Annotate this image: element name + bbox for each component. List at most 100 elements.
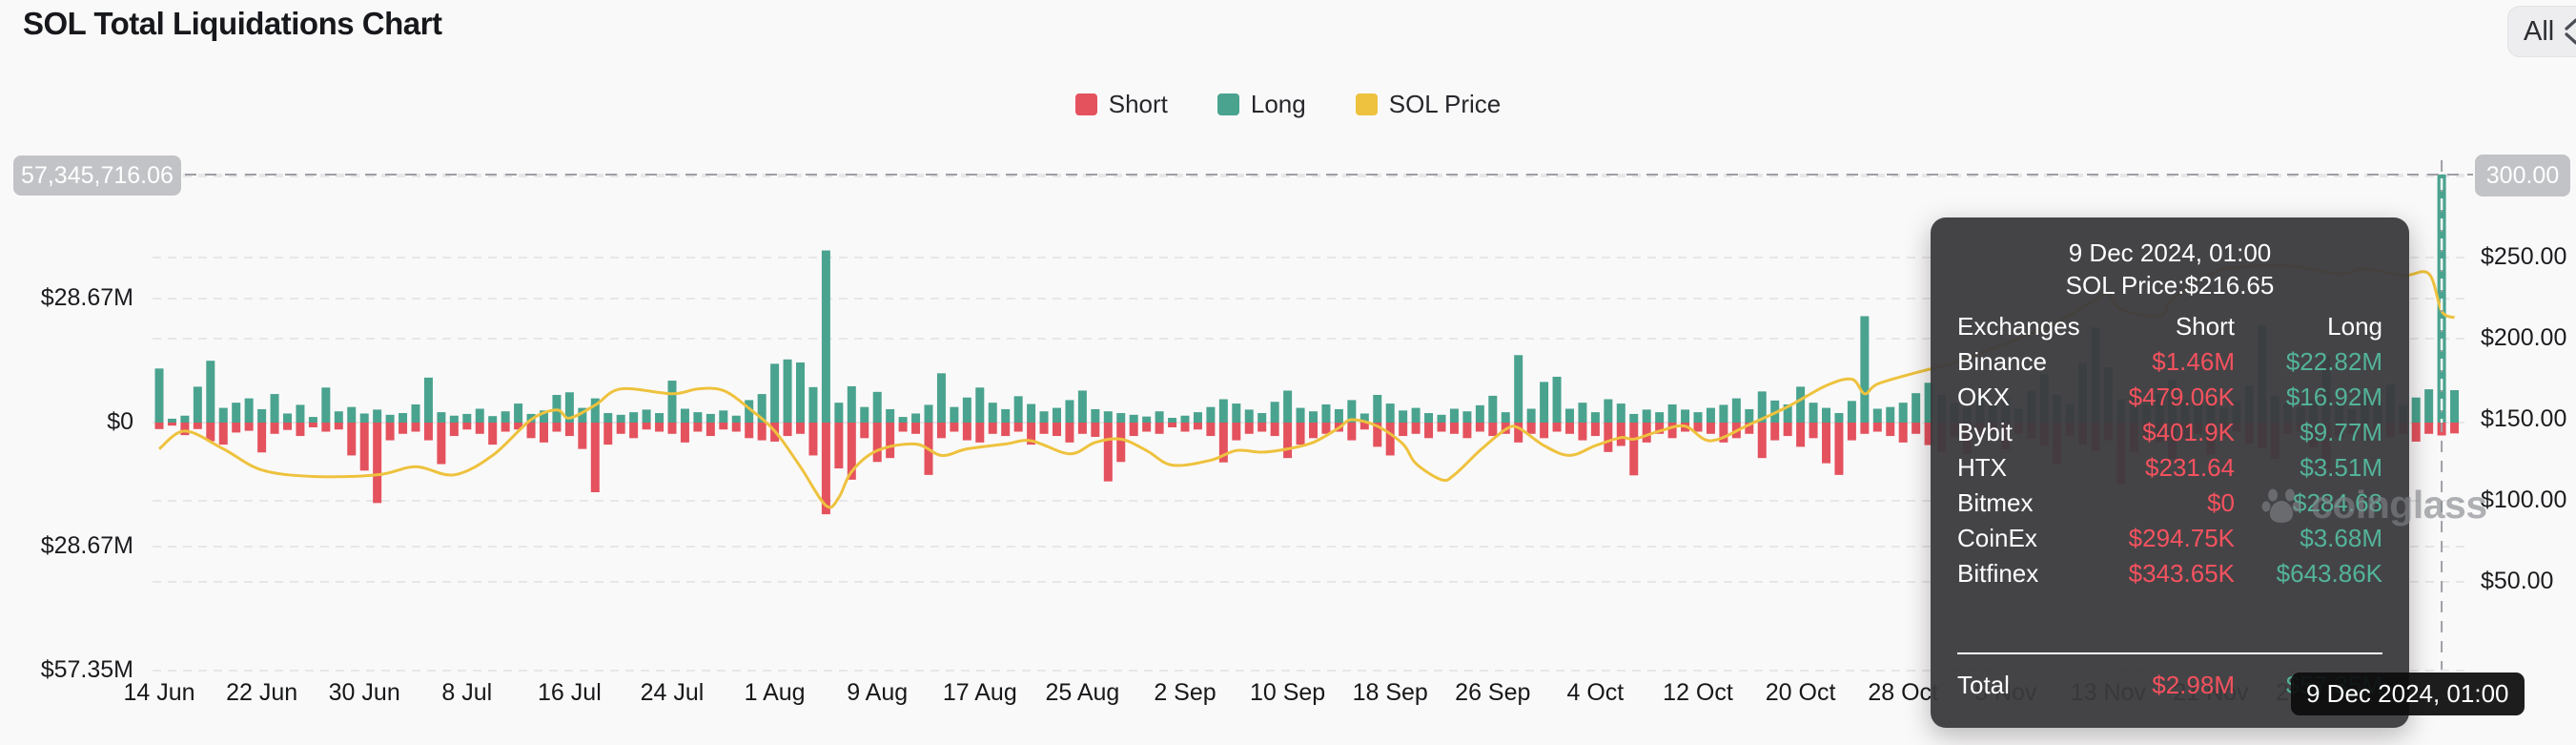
bar-short[interactable]: [1783, 423, 1792, 437]
legend-item-long[interactable]: Long: [1216, 90, 1306, 119]
bar-long[interactable]: [1578, 403, 1587, 423]
bar-short[interactable]: [321, 423, 331, 432]
bar-short[interactable]: [680, 423, 689, 443]
bar-short[interactable]: [347, 423, 357, 456]
bar-short[interactable]: [603, 423, 613, 445]
bar-long[interactable]: [860, 406, 869, 423]
bar-short[interactable]: [475, 423, 484, 434]
bar-short[interactable]: [1373, 423, 1382, 447]
bar-short[interactable]: [667, 423, 677, 434]
bar-long[interactable]: [1924, 383, 1933, 423]
bar-long[interactable]: [218, 407, 228, 423]
bar-long[interactable]: [2424, 389, 2434, 423]
bar-short[interactable]: [526, 423, 536, 439]
bar-long[interactable]: [745, 400, 754, 423]
bar-long[interactable]: [1244, 409, 1254, 423]
bar-short[interactable]: [1411, 423, 1421, 434]
bar-long[interactable]: [347, 406, 357, 423]
bar-short[interactable]: [745, 423, 754, 439]
bar-long[interactable]: [1193, 412, 1202, 423]
bar-long[interactable]: [975, 387, 985, 423]
bar-short[interactable]: [962, 423, 971, 441]
bar-long[interactable]: [1232, 404, 1241, 423]
bar-short[interactable]: [154, 423, 164, 429]
bar-long[interactable]: [1642, 409, 1651, 423]
bar-short[interactable]: [411, 423, 420, 432]
bar-short[interactable]: [1770, 423, 1780, 441]
bar-short[interactable]: [1604, 423, 1613, 452]
bar-long[interactable]: [667, 381, 677, 423]
bar-short[interactable]: [975, 423, 985, 443]
bar-short[interactable]: [1757, 423, 1767, 459]
bar-short[interactable]: [693, 423, 703, 432]
bar-short[interactable]: [193, 423, 202, 429]
bar-long[interactable]: [449, 415, 459, 423]
bar-long[interactable]: [334, 411, 343, 423]
bar-long[interactable]: [270, 394, 279, 423]
bar-long[interactable]: [296, 404, 305, 423]
bar-long[interactable]: [693, 412, 703, 423]
bar-short[interactable]: [1013, 423, 1023, 432]
bar-short[interactable]: [1809, 423, 1818, 439]
bar-long[interactable]: [1616, 404, 1625, 423]
bar-long[interactable]: [590, 398, 600, 423]
bar-long[interactable]: [1218, 399, 1228, 423]
bar-short[interactable]: [1283, 423, 1293, 459]
bar-short[interactable]: [1642, 423, 1651, 443]
bar-long[interactable]: [1065, 400, 1074, 423]
bar-long[interactable]: [886, 408, 895, 423]
bar-long[interactable]: [1565, 408, 1574, 423]
bar-long[interactable]: [1001, 408, 1011, 423]
bar-long[interactable]: [1168, 418, 1177, 423]
bar-long[interactable]: [1667, 404, 1677, 423]
bar-short[interactable]: [1693, 423, 1703, 432]
bar-long[interactable]: [1757, 391, 1767, 423]
bar-long[interactable]: [705, 413, 715, 423]
bar-long[interactable]: [244, 398, 254, 423]
bar-short[interactable]: [821, 423, 830, 515]
bar-short[interactable]: [1296, 423, 1305, 445]
bar-short[interactable]: [1552, 423, 1562, 432]
bar-short[interactable]: [283, 423, 292, 430]
bar-long[interactable]: [731, 415, 741, 423]
bar-short[interactable]: [514, 423, 523, 430]
legend-item-short[interactable]: Short: [1074, 90, 1168, 119]
bar-short[interactable]: [988, 423, 997, 434]
bar-short[interactable]: [898, 423, 908, 432]
bar-short[interactable]: [334, 423, 343, 430]
bar-short[interactable]: [655, 423, 664, 432]
bar-short[interactable]: [1540, 423, 1549, 439]
bar-long[interactable]: [1411, 407, 1421, 423]
bar-short[interactable]: [860, 423, 869, 439]
bar-long[interactable]: [1501, 412, 1510, 423]
bar-long[interactable]: [1053, 407, 1061, 423]
bar-short[interactable]: [1360, 423, 1369, 430]
bar-short[interactable]: [629, 423, 639, 439]
bar-long[interactable]: [1013, 396, 1023, 423]
bar-long[interactable]: [603, 413, 613, 423]
bar-short[interactable]: [590, 423, 600, 492]
bar-short[interactable]: [1526, 423, 1536, 434]
bar-long[interactable]: [1449, 408, 1459, 423]
bar-short[interactable]: [1488, 423, 1498, 437]
bar-short[interactable]: [1039, 423, 1049, 434]
bar-long[interactable]: [808, 386, 818, 423]
bar-long[interactable]: [1077, 390, 1087, 423]
bar-long[interactable]: [1437, 414, 1446, 423]
bar-long[interactable]: [488, 416, 498, 423]
bar-long[interactable]: [1283, 390, 1293, 423]
bar-long[interactable]: [616, 414, 625, 423]
bar-long[interactable]: [1027, 404, 1036, 423]
bar-long[interactable]: [1309, 411, 1318, 423]
bar-long[interactable]: [936, 373, 946, 423]
bar-long[interactable]: [475, 408, 484, 423]
bar-short[interactable]: [757, 423, 767, 441]
bar-long[interactable]: [1155, 411, 1164, 423]
bar-long[interactable]: [629, 412, 639, 423]
bar-short[interactable]: [1142, 423, 1152, 432]
bar-long[interactable]: [783, 359, 792, 423]
bar-long[interactable]: [514, 404, 523, 423]
bar-long[interactable]: [1822, 407, 1830, 423]
bar-short[interactable]: [1565, 423, 1574, 434]
bar-long[interactable]: [655, 413, 664, 423]
